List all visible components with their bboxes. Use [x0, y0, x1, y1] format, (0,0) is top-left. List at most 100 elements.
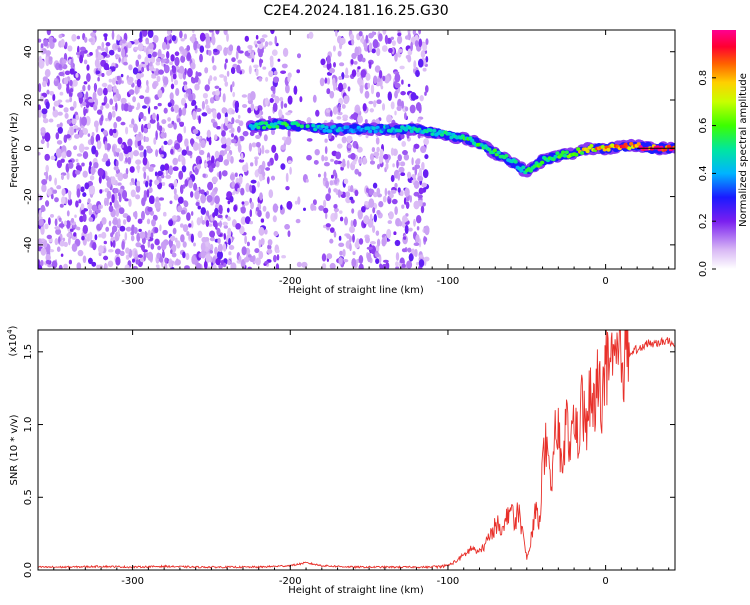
heatmap-signal-point	[398, 128, 403, 133]
heatmap-noise-speck	[398, 220, 403, 227]
heatmap-noise-speck	[148, 166, 154, 172]
heatmap-noise-speck	[70, 218, 75, 223]
heatmap-noise-speck	[373, 151, 380, 157]
heatmap-noise-speck	[195, 43, 201, 49]
heatmap-signal-layer	[245, 117, 675, 178]
heatmap-noise-speck	[237, 187, 241, 192]
heatmap-noise-speck	[368, 32, 374, 39]
heatmap-noise-speck	[387, 220, 392, 224]
heatmap-noise-speck	[52, 189, 58, 194]
heatmap-noise-speck	[178, 107, 182, 117]
heatmap-noise-speck	[425, 56, 429, 63]
heatmap-noise-speck	[143, 128, 148, 134]
heatmap-noise-speck	[388, 211, 394, 220]
heatmap-noise-speck	[231, 133, 234, 138]
heatmap-noise-speck	[257, 147, 261, 154]
heatmap-x-tick-label: -200	[279, 276, 302, 287]
heatmap-noise-speck	[421, 182, 427, 188]
heatmap-noise-speck	[184, 68, 187, 76]
heatmap-noise-speck	[171, 35, 176, 42]
heatmap-noise-speck	[82, 255, 87, 264]
heatmap-noise-speck	[328, 187, 331, 194]
heatmap-noise-speck	[326, 55, 331, 65]
heatmap-noise-speck	[281, 136, 287, 141]
heatmap-noise-speck	[349, 196, 354, 201]
heatmap-noise-speck	[120, 80, 124, 84]
heatmap-noise-speck	[150, 243, 155, 250]
heatmap-x-tick-label: 0	[602, 276, 608, 287]
heatmap-noise-speck	[323, 207, 329, 214]
heatmap-noise-speck	[321, 263, 327, 269]
heatmap-noise-speck	[293, 85, 298, 95]
heatmap-noise-speck	[368, 61, 372, 69]
heatmap-noise-speck	[342, 82, 347, 89]
heatmap-noise-speck	[330, 110, 333, 117]
heatmap-noise-speck	[371, 48, 376, 54]
heatmap-noise-speck	[94, 120, 99, 128]
heatmap-noise-speck	[104, 140, 108, 151]
heatmap-noise-speck	[223, 233, 226, 240]
heatmap-noise-speck	[163, 107, 168, 114]
heatmap-noise-speck	[119, 250, 125, 256]
heatmap-noise-speck	[51, 260, 58, 269]
heatmap-noise-speck	[249, 91, 256, 101]
heatmap-noise-speck	[369, 213, 373, 223]
heatmap-noise-speck	[247, 266, 252, 269]
heatmap-noise-speck	[144, 56, 149, 66]
heatmap-noise-speck	[209, 30, 214, 33]
heatmap-noise-speck	[160, 132, 165, 138]
heatmap-noise-speck	[332, 106, 338, 115]
heatmap-noise-speck	[410, 41, 413, 52]
heatmap-noise-speck	[395, 252, 400, 261]
heatmap-noise-speck	[187, 93, 194, 102]
heatmap-noise-speck	[228, 238, 231, 246]
heatmap-noise-speck	[161, 174, 165, 179]
heatmap-noise-speck	[146, 79, 149, 87]
heatmap-noise-speck	[180, 184, 184, 194]
heatmap-noise-speck	[387, 199, 392, 204]
heatmap-noise-speck	[230, 156, 234, 164]
heatmap-signal-point	[629, 142, 634, 146]
heatmap-noise-speck	[121, 102, 125, 111]
heatmap-noise-speck	[76, 35, 80, 40]
heatmap-noise-speck	[224, 112, 228, 118]
heatmap-noise-speck	[207, 266, 211, 269]
heatmap-noise-speck	[333, 204, 338, 209]
heatmap-noise-speck	[345, 191, 350, 198]
heatmap-noise-speck	[101, 231, 107, 239]
heatmap-noise-speck	[48, 56, 53, 62]
heatmap-noise-speck	[396, 105, 402, 111]
heatmap-noise-speck	[172, 65, 177, 74]
heatmap-signal-point	[579, 151, 585, 155]
heatmap-noise-speck	[286, 201, 293, 210]
heatmap-noise-speck	[249, 209, 252, 218]
heatmap-noise-speck	[163, 76, 169, 86]
heatmap-noise-speck	[94, 98, 99, 107]
heatmap-noise-speck	[190, 191, 194, 198]
heatmap-noise-speck	[424, 225, 430, 236]
heatmap-noise-speck	[212, 121, 218, 128]
heatmap-noise-speck	[90, 166, 96, 176]
heatmap-noise-speck	[284, 224, 290, 230]
heatmap-noise-speck	[127, 138, 133, 147]
heatmap-noise-speck	[219, 220, 222, 228]
heatmap-noise-speck	[62, 237, 66, 242]
heatmap-noise-speck	[115, 160, 119, 167]
snr-x-ticks: -300 -200 -100 0	[53, 330, 670, 587]
heatmap-noise-speck	[368, 42, 373, 53]
heatmap-noise-speck	[200, 207, 206, 215]
heatmap-noise-speck	[113, 121, 118, 129]
heatmap-noise-speck	[400, 91, 406, 96]
heatmap-noise-speck	[219, 155, 224, 163]
heatmap-noise-speck	[66, 210, 70, 217]
heatmap-noise-speck	[272, 215, 277, 223]
heatmap-noise-speck	[75, 114, 80, 121]
heatmap-noise-speck	[237, 125, 241, 133]
heatmap-noise-speck	[58, 223, 65, 228]
heatmap-noise-speck	[224, 81, 229, 87]
heatmap-noise-speck	[210, 155, 215, 165]
heatmap-noise-speck	[66, 119, 72, 125]
heatmap-noise-speck	[374, 65, 381, 73]
heatmap-noise-speck	[135, 184, 141, 193]
heatmap-noise-speck	[363, 215, 369, 224]
